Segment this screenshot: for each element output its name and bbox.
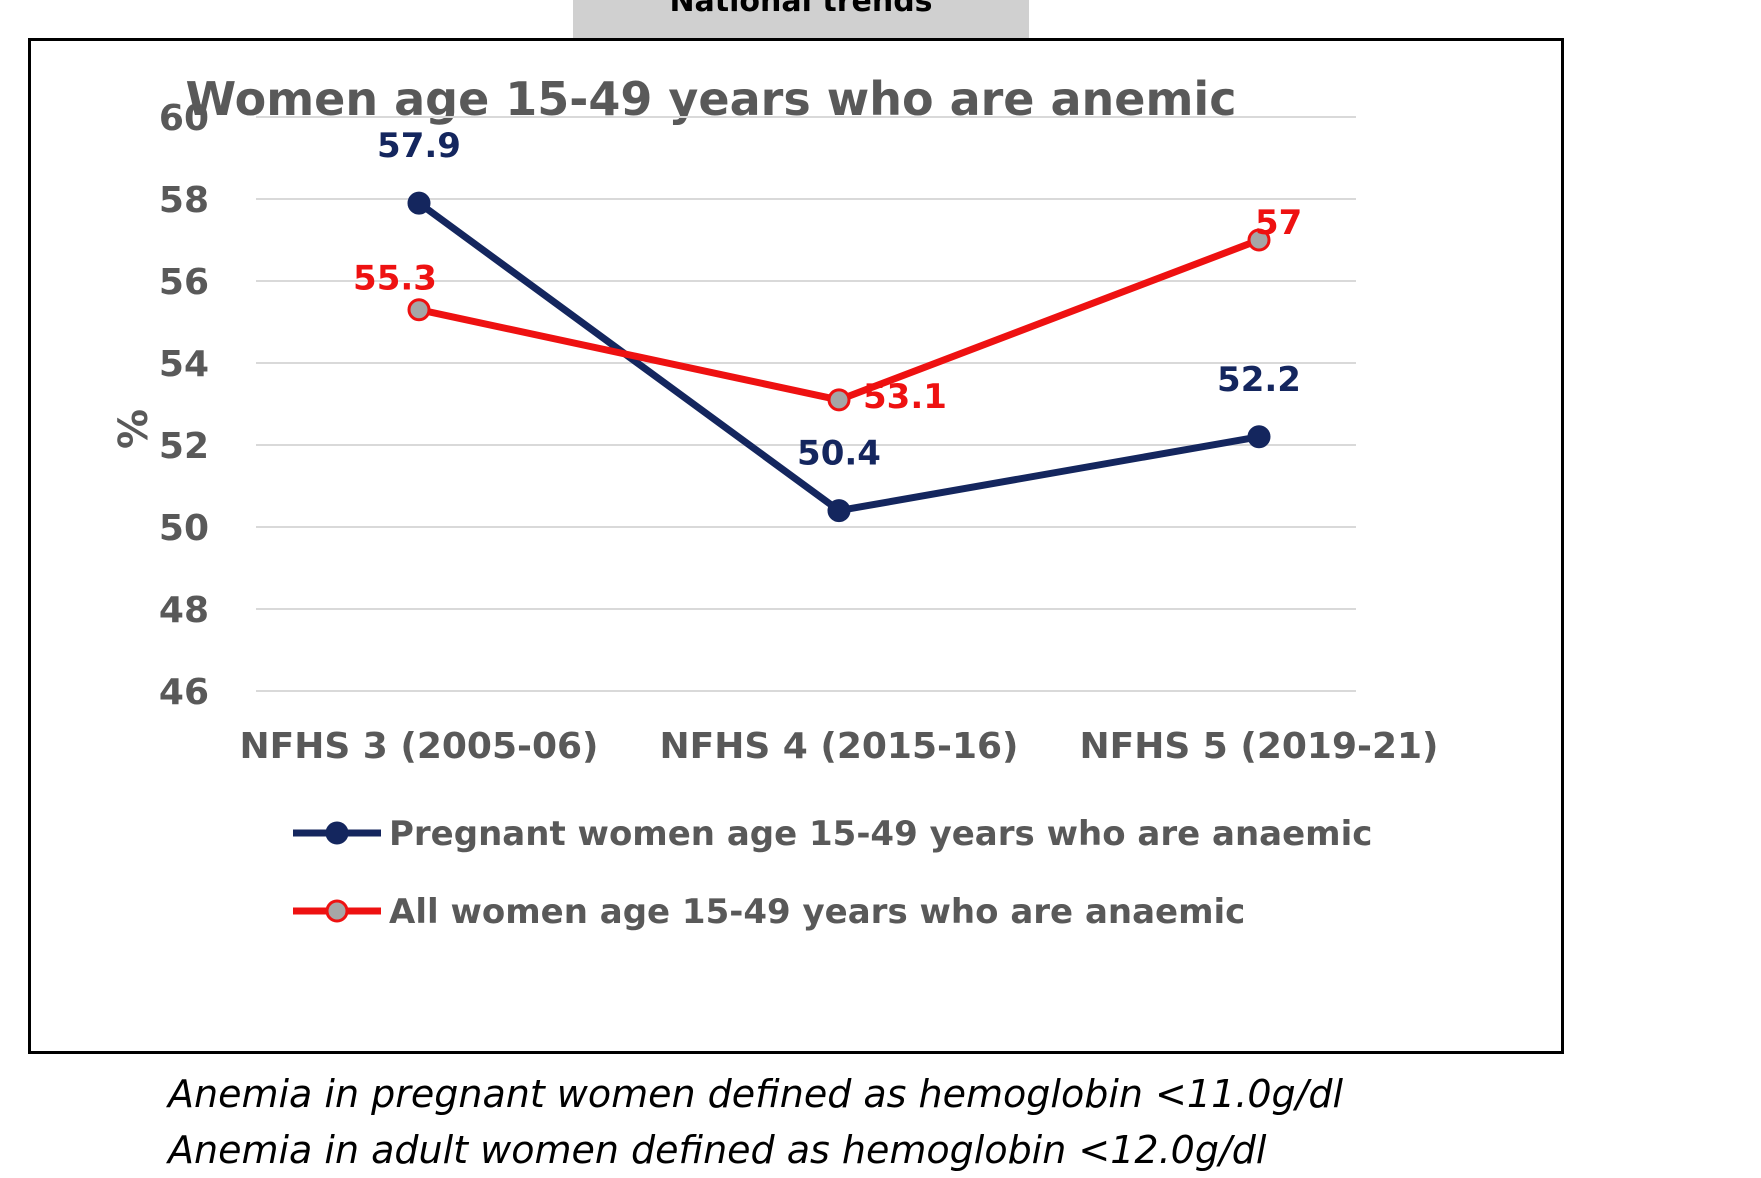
legend-item: Pregnant women age 15-49 years who are a… [293,814,1372,854]
y-tick-label: 60 [159,98,209,139]
data-label: 57.9 [377,126,461,166]
series-layer: 57.9 50.4 52.2 55.3 53.1 57 [353,126,1302,523]
section-banner: National trends [573,0,1029,38]
legend-item: All women age 15-49 years who are anaemi… [293,892,1245,932]
data-point [407,191,431,215]
y-tick-label: 50 [159,508,209,549]
data-label: 53.1 [863,377,947,417]
data-label: 55.3 [353,259,437,299]
legend-label: All women age 15-49 years who are anaemi… [389,892,1245,932]
series-0: 57.9 50.4 52.2 [377,126,1301,523]
x-axis-ticks: NFHS 3 (2005-06) NFHS 4 (2015-16) NFHS 5 (… [239,726,1438,767]
legend-swatch-marker [325,899,349,923]
y-tick-label: 54 [159,344,209,385]
data-label: 52.2 [1217,360,1301,400]
y-tick-label: 56 [159,262,209,303]
series-1: 55.3 53.1 57 [353,203,1302,417]
footnotes: Anemia in pregnant women defined as hemo… [168,1066,1343,1178]
footnote-adult: Anemia in adult women defined as hemoglo… [168,1128,1267,1172]
y-tick-label: 58 [159,180,209,221]
data-label: 57 [1255,203,1302,243]
data-point [827,499,851,523]
legend: Pregnant women age 15-49 years who are a… [293,814,1372,932]
x-tick-label: NFHS 4 (2015-16) [659,726,1018,767]
data-point [1247,228,1271,252]
chart-frame: Women age 15-49 years who are anemic % 4… [28,38,1564,1054]
legend-swatch-marker [325,821,349,845]
y-tick-label: 48 [159,590,209,631]
banner-title: National trends [669,0,933,19]
y-tick-label: 52 [159,426,209,467]
x-tick-label: NFHS 5 (2019-21) [1079,726,1438,767]
y-axis-ticks: 46 48 50 52 54 56 58 60 [159,98,209,713]
data-label: 50.4 [797,434,881,474]
legend-label: Pregnant women age 15-49 years who are a… [389,814,1372,854]
y-axis-label: % [111,409,157,449]
data-point [407,298,431,322]
footnote-pregnant: Anemia in pregnant women defined as hemo… [168,1072,1344,1116]
data-point [827,388,851,412]
y-tick-label: 46 [159,672,209,713]
line-chart: Women age 15-49 years who are anemic % 4… [111,72,1439,932]
gridlines [256,116,1356,692]
data-point [1247,425,1271,449]
series-line [418,236,1261,404]
x-tick-label: NFHS 3 (2005-06) [239,726,598,767]
